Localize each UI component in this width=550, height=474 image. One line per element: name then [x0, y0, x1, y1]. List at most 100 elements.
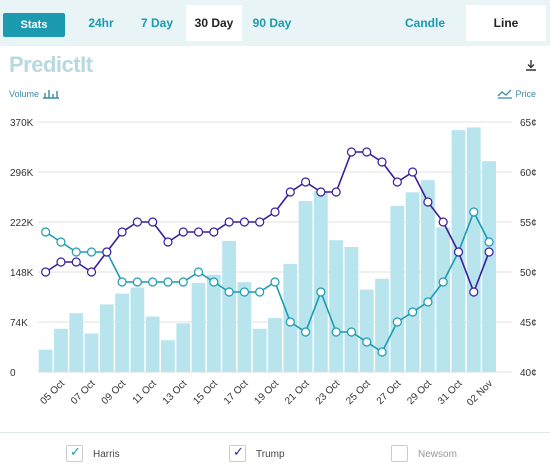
series-point-trump	[86, 267, 97, 277]
x-tick-label: 13 Oct	[161, 378, 190, 407]
volume-bar	[191, 282, 206, 372]
volume-bar	[298, 201, 313, 372]
price-line-icon	[497, 89, 512, 99]
series-point-trump	[270, 207, 280, 217]
series-point-trump	[132, 217, 142, 227]
series-point-harris	[469, 207, 479, 217]
series-point-harris	[300, 327, 311, 337]
trump-checkbox[interactable]: ✓	[229, 444, 246, 462]
x-tick-label: 23 Oct	[314, 378, 343, 407]
volume-tick-label: 370K	[10, 118, 34, 129]
tab-7-day[interactable]: 7 Day	[140, 16, 174, 30]
price-volume-chart: 0 40¢ 74K 45¢ 148K 50¢ 222K 55¢ 296K 60¢ 370K 65¢ 0…	[10, 118, 537, 409]
volume-label: Volume	[9, 89, 40, 99]
harris-checkbox[interactable]: ✓	[66, 444, 83, 462]
check-icon: ✓	[70, 444, 81, 459]
volume-bar	[222, 240, 237, 372]
price-tick-label: 65¢	[520, 118, 537, 129]
volume-bar	[268, 317, 282, 372]
volume-bar	[252, 328, 267, 372]
volume-bars	[38, 127, 496, 373]
series-point-harris	[224, 287, 234, 297]
x-axis-labels: 05 Oct 07 Oct 09 Oct 11 Oct 13 Oct 15 Oct 17 O…	[38, 378, 495, 408]
volume-bar	[482, 161, 496, 372]
series-point-trump	[255, 217, 265, 227]
series-point-trump	[362, 147, 372, 157]
series-point-trump	[331, 187, 341, 197]
series-point-trump	[71, 257, 81, 267]
volume-bar	[54, 328, 68, 372]
volume-axis-label: Volume	[9, 88, 60, 99]
volume-bar	[206, 274, 221, 372]
x-tick-label: 25 Oct	[344, 378, 373, 407]
tab-24hr[interactable]: 24hr	[88, 16, 114, 30]
volume-bar	[145, 316, 160, 372]
volume-tick-label: 74K	[10, 318, 28, 329]
series-point-trump	[102, 247, 112, 257]
series-point-trump	[148, 217, 158, 227]
price-lines	[41, 147, 494, 357]
legend: ✓ Harris ✓ Trump Newsom	[0, 432, 550, 474]
series-point-trump	[423, 197, 433, 207]
x-tick-label: 15 Oct	[191, 378, 220, 407]
series-point-harris	[178, 277, 188, 287]
predictit-logo: PredictIt	[9, 52, 93, 77]
series-point-trump	[163, 237, 173, 247]
volume-bar	[405, 192, 420, 372]
series-point-trump	[453, 247, 464, 257]
series-point-harris	[285, 317, 295, 327]
volume-bar	[436, 227, 451, 372]
series-point-trump	[438, 217, 448, 227]
price-tick-label: 55¢	[520, 218, 537, 229]
series-point-harris	[484, 237, 494, 247]
timeframe-tabbar: Stats 24hr 7 Day 30 Day 90 Day Candle Li…	[0, 0, 550, 46]
volume-bar	[38, 349, 53, 372]
volume-bar	[466, 127, 481, 373]
series-point-harris	[362, 337, 372, 347]
series-point-harris	[209, 277, 219, 287]
series-point-harris	[346, 327, 357, 337]
series-point-trump	[178, 227, 188, 237]
tab-line[interactable]: Line	[466, 5, 546, 41]
tab-30-day[interactable]: 30 Day	[186, 5, 242, 41]
price-tick-label: 50¢	[520, 268, 537, 279]
series-point-harris	[392, 317, 402, 327]
x-tick-label: 05 Oct	[38, 378, 67, 407]
series-point-trump	[392, 177, 402, 187]
series-point-harris	[41, 227, 51, 237]
series-point-trump	[209, 227, 219, 237]
volume-bar	[99, 304, 114, 372]
x-tick-label: 11 Oct	[131, 378, 159, 406]
tab-candle[interactable]: Candle	[404, 16, 445, 30]
volume-bar	[176, 323, 191, 372]
legend-label-harris: Harris	[93, 449, 120, 460]
series-point-harris	[56, 237, 66, 247]
series-point-trump	[224, 217, 234, 227]
series-point-harris	[255, 287, 265, 297]
series-point-trump	[239, 217, 250, 227]
volume-bar	[329, 240, 344, 372]
series-point-trump	[117, 227, 127, 237]
volume-bars-icon	[42, 90, 59, 99]
x-tick-label: 21 Oct	[283, 378, 312, 407]
volume-bar	[313, 190, 328, 372]
newsom-checkbox[interactable]	[391, 445, 408, 462]
series-point-harris	[193, 267, 204, 277]
price-tick-label: 40¢	[520, 368, 537, 379]
tab-90-day[interactable]: 90 Day	[252, 16, 292, 30]
volume-bar	[115, 293, 129, 372]
series-point-trump	[41, 267, 51, 277]
x-tick-label: 09 Oct	[100, 378, 129, 407]
download-icon[interactable]	[525, 58, 537, 74]
series-point-harris	[132, 277, 142, 287]
x-tick-label: 29 Oct	[405, 378, 434, 407]
series-point-harris	[270, 277, 280, 287]
series-point-harris	[148, 277, 158, 287]
x-tick-label: 31 Oct	[436, 378, 465, 407]
series-point-trump	[300, 177, 311, 187]
series-point-harris	[377, 347, 387, 357]
price-tick-label: 60¢	[520, 168, 537, 179]
series-point-trump	[484, 247, 494, 257]
stats-button[interactable]: Stats	[3, 13, 65, 37]
volume-tick-label: 148K	[10, 268, 34, 279]
